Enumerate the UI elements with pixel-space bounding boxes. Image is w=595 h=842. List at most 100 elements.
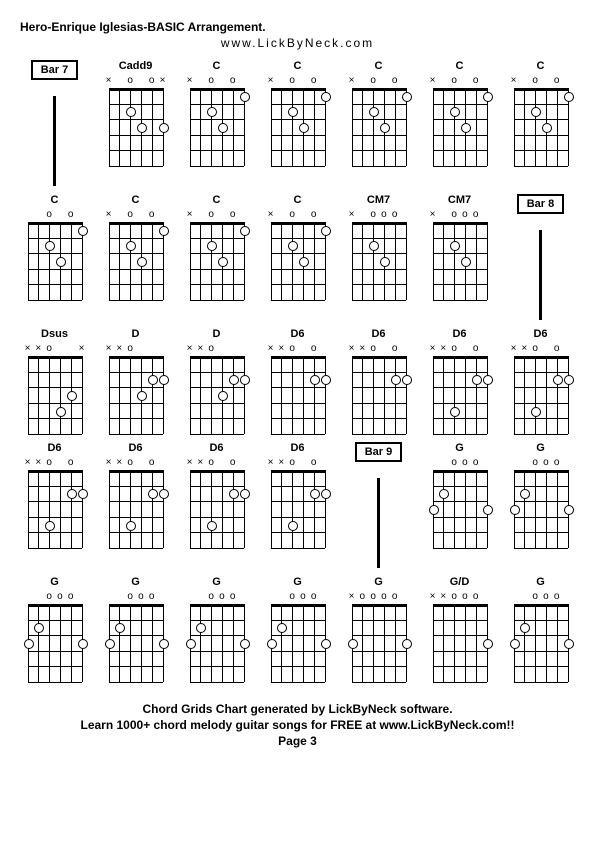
grid-cell: Gooo [425,442,494,568]
grid-cell: CM7 ×ooo [425,194,494,320]
grid-cell: Cadd9 ×oo× [101,60,170,186]
chord-label: C [456,60,464,74]
grid-cell: Gooo [263,576,332,682]
chord-label: D6 [452,328,466,342]
chord-diagram: ×oo× [109,76,163,166]
chord-diagram: ××o [109,344,163,434]
chord-diagram: ××oo [433,344,487,434]
chord-diagram: ooo [514,592,568,682]
grid-cell: C ×oo [506,60,575,186]
bar-label: Bar 7 [31,60,79,80]
chord-diagram: ××oo [514,344,568,434]
chord-label: C [213,194,221,208]
grid-cell: D6 ××oo [263,442,332,568]
footer-line-2: Learn 1000+ chord melody guitar songs fo… [20,718,575,732]
footer-line-1: Chord Grids Chart generated by LickByNec… [20,702,575,716]
grid-cell: C ×oo [101,194,170,320]
chord-diagram: ×oo [514,76,568,166]
grid-cell: Gooo [506,576,575,682]
grid-cell: Coo [20,194,89,320]
chord-label: G [212,576,221,590]
chord-label: C [213,60,221,74]
grid-cell: CM7×ooo [344,194,413,320]
grid-cell: Bar 7 [20,60,89,186]
chord-label: C [537,60,545,74]
grid-cell: D ××o [101,328,170,434]
chord-label: G/D [450,576,470,590]
grid-cell: G ×oooo [344,576,413,682]
chord-diagram: ×ooo [352,210,406,300]
chord-grid: Bar 7Cadd9×oo×C×ooC×ooC×ooC×ooC×ooCooC×o… [20,60,575,682]
chord-diagram: ooo [271,592,325,682]
chord-label: G [131,576,140,590]
grid-cell: C ×oo [182,194,251,320]
grid-cell: Bar 9 [344,442,413,568]
chord-label: D [132,328,140,342]
chord-diagram: ×oo [190,76,244,166]
chord-diagram: ooo [190,592,244,682]
grid-cell: Gooo [20,576,89,682]
chord-label: G [374,576,383,590]
grid-cell: Gooo [182,576,251,682]
grid-cell: D6 ××oo [506,328,575,434]
chord-label: G [536,576,545,590]
chord-label: D6 [47,442,61,456]
grid-cell: Bar 8 [506,194,575,320]
chord-label: C [294,194,302,208]
chord-label: D6 [371,328,385,342]
grid-cell: Dsus ××o× [20,328,89,434]
grid-cell: D6 ××oo [344,328,413,434]
chord-label: D6 [533,328,547,342]
chord-diagram: ××o× [28,344,82,434]
chord-diagram: ×oooo [352,592,406,682]
chord-label: CM7 [448,194,471,208]
chord-label: D6 [128,442,142,456]
chord-label: D [213,328,221,342]
grid-cell: Gooo [101,576,170,682]
chord-label: D6 [290,442,304,456]
chord-label: C [51,194,59,208]
chord-diagram: ×ooo [433,210,487,300]
grid-cell: D6××oo [101,442,170,568]
chord-diagram: ooo [109,592,163,682]
chord-diagram: ×oo [109,210,163,300]
grid-cell: C×oo [263,60,332,186]
chord-label: C [132,194,140,208]
grid-cell: C ×oo [344,60,413,186]
chord-diagram: ×oo [271,210,325,300]
bar-label: Bar 9 [355,442,403,462]
chord-diagram: ××oo [271,458,325,548]
page-footer: Chord Grids Chart generated by LickByNec… [20,702,575,748]
chord-label: G [536,442,545,456]
chord-diagram: ooo [514,458,568,548]
grid-cell: G/D××ooo [425,576,494,682]
grid-cell: C ×oo [182,60,251,186]
chord-label: G [293,576,302,590]
grid-cell: D6 ××oo [263,328,332,434]
chord-label: Dsus [41,328,68,342]
chord-label: D6 [290,328,304,342]
grid-cell: Gooo [506,442,575,568]
grid-cell: D6 ××oo [425,328,494,434]
grid-cell: C ×oo [425,60,494,186]
chord-diagram: ×oo [433,76,487,166]
bar-label: Bar 8 [517,194,565,214]
chord-diagram: ×oo [271,76,325,166]
grid-cell: D6××oo [182,442,251,568]
chord-label: D6 [209,442,223,456]
bar-line [377,478,380,568]
footer-page: Page 3 [20,734,575,748]
chord-diagram: ooo [433,458,487,548]
chord-label: C [375,60,383,74]
chord-diagram: ××oo [271,344,325,434]
chord-diagram: ×oo [190,210,244,300]
grid-cell: C ×oo [263,194,332,320]
chord-label: Cadd9 [119,60,153,74]
page-title: Hero-Enrique Iglesias-BASIC Arrangement. [20,20,575,34]
chord-diagram: oo [28,210,82,300]
grid-cell: D6××oo [20,442,89,568]
chord-diagram: ×oo [352,76,406,166]
bar-line [53,96,56,186]
chord-diagram: ××oo [352,344,406,434]
site-url: www.LickByNeck.com [20,36,575,50]
